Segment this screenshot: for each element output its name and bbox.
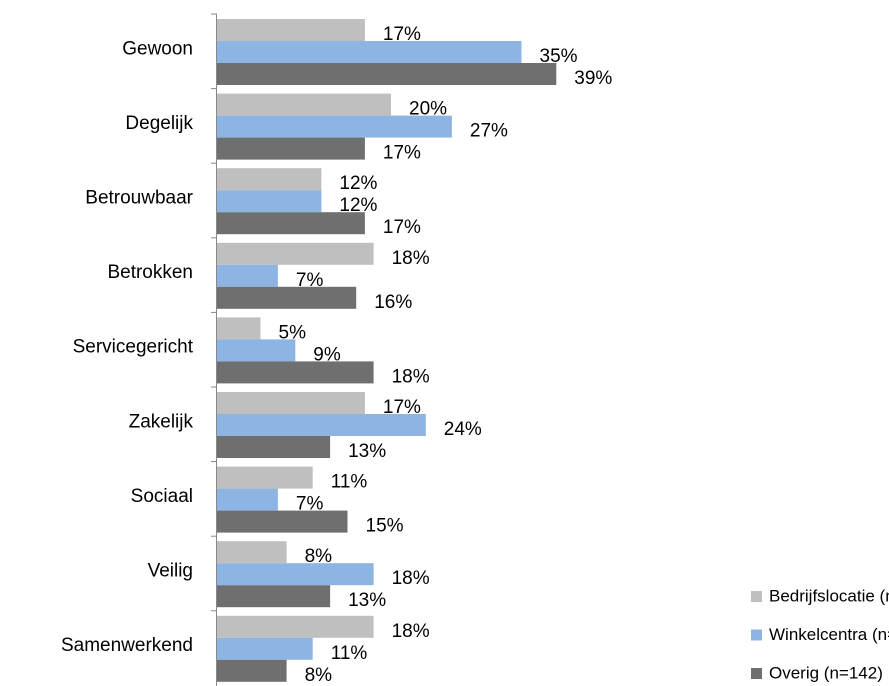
value-label: 17% xyxy=(383,143,421,164)
value-label: 17% xyxy=(383,24,421,45)
bar xyxy=(217,41,522,63)
legend-label: Overig (n=142) xyxy=(769,663,883,682)
bar xyxy=(217,168,322,191)
value-label: 8% xyxy=(305,546,333,567)
legend-swatch xyxy=(751,629,762,641)
bar xyxy=(217,541,287,564)
value-label: 35% xyxy=(540,46,578,67)
bar xyxy=(217,190,322,213)
value-label: 18% xyxy=(392,621,430,642)
value-label: 18% xyxy=(392,248,430,269)
value-label: 12% xyxy=(339,195,377,216)
value-label: 27% xyxy=(470,121,508,142)
value-label: 7% xyxy=(296,494,324,515)
value-label: 18% xyxy=(392,568,430,589)
bar xyxy=(217,137,365,160)
value-label: 11% xyxy=(331,472,368,493)
bar xyxy=(217,63,557,85)
value-label: 39% xyxy=(574,68,612,89)
value-label: 18% xyxy=(392,366,430,387)
category-label: Samenwerkend xyxy=(61,635,193,656)
bar xyxy=(217,659,287,682)
bar xyxy=(217,466,313,489)
value-label: 11% xyxy=(331,643,368,664)
category-label: Betrokken xyxy=(107,262,193,283)
bar xyxy=(217,317,261,340)
bar xyxy=(217,264,278,287)
value-label: 12% xyxy=(339,173,377,194)
bar xyxy=(217,19,365,41)
bar xyxy=(217,436,331,458)
legend-label: Bedrijfslocatie (n=69) xyxy=(769,586,889,605)
bar xyxy=(217,488,278,511)
category-label: Gewoon xyxy=(122,38,193,59)
value-label: 9% xyxy=(313,344,341,365)
bar xyxy=(217,637,313,660)
value-label: 13% xyxy=(348,590,386,611)
bar xyxy=(217,563,374,586)
value-label: 15% xyxy=(366,516,404,537)
category-label: Veilig xyxy=(148,561,193,582)
category-label: Servicegericht xyxy=(73,337,194,358)
value-label: 13% xyxy=(348,441,386,462)
value-label: 17% xyxy=(383,217,421,238)
legend-swatch xyxy=(751,668,762,679)
bar xyxy=(217,242,374,265)
value-label: 8% xyxy=(305,665,333,686)
category-label: Zakelijk xyxy=(129,411,194,432)
bar xyxy=(217,339,296,362)
bar xyxy=(217,115,452,138)
bar xyxy=(217,615,374,638)
value-label: 17% xyxy=(383,397,421,418)
bar xyxy=(217,93,391,116)
value-label: 7% xyxy=(296,270,324,291)
bar xyxy=(217,510,348,533)
bar xyxy=(217,414,426,436)
legend-label: Winkelcentra (n=70) xyxy=(769,625,889,644)
value-label: 5% xyxy=(279,322,307,343)
bar xyxy=(217,585,331,608)
value-label: 24% xyxy=(444,419,482,440)
bar xyxy=(217,392,365,414)
category-label: Betrouwbaar xyxy=(85,188,193,209)
value-label: 20% xyxy=(409,99,447,120)
category-label: Sociaal xyxy=(131,486,193,507)
bar xyxy=(217,286,357,309)
legend-swatch xyxy=(751,591,762,602)
value-label: 16% xyxy=(374,292,412,313)
bar xyxy=(217,212,365,235)
category-label: Degelijk xyxy=(125,113,193,134)
bar xyxy=(217,361,374,384)
